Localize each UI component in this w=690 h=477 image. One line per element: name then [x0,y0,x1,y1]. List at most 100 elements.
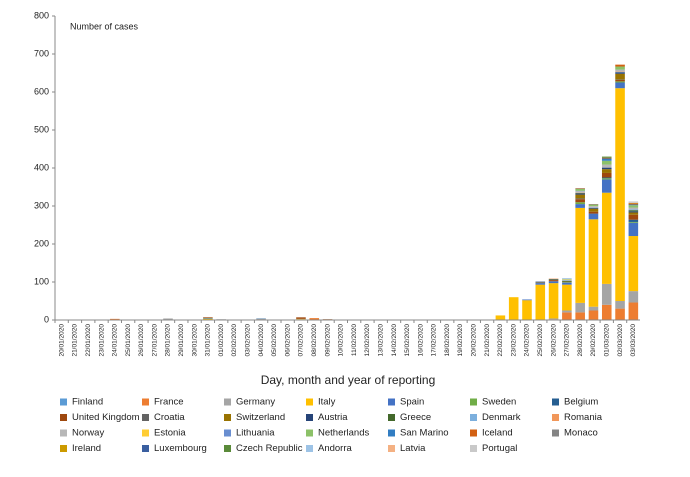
legend-label: Croatia [154,412,185,423]
legend-label: Belgium [564,397,598,408]
legend-swatch [306,414,313,421]
bar-segment [575,312,585,320]
legend-swatch [388,414,395,421]
bar-segment [628,204,639,206]
x-tick-label: 25/01/2020 [125,324,132,357]
bar-segment [628,302,639,320]
x-tick-label: 21/02/2020 [484,324,491,357]
bar-segment [628,214,639,220]
bar-segment [628,212,639,215]
bar-segment [588,213,599,220]
bar-segment [309,318,320,320]
x-tick-label: 16/02/2020 [417,324,424,357]
legend-label: Monaco [564,428,598,439]
legend-label: Italy [318,397,336,408]
y-tick-label: 600 [34,86,49,96]
legend-swatch [224,445,231,452]
y-tick-label: 800 [34,10,49,20]
bar-segment [628,209,639,211]
bar-segment [548,283,559,319]
x-tick-label: 01/03/2020 [603,324,610,357]
bar-segment [575,188,585,191]
legend-swatch [470,414,477,421]
bar-segment [615,79,625,82]
bar-segment [588,208,599,212]
legend-swatch [306,398,313,406]
legend-label: France [154,397,184,408]
x-tick-label: 07/02/2020 [298,324,305,357]
x-tick-label: 19/02/2020 [457,324,464,357]
x-tick-label: 03/03/2020 [630,324,637,357]
legend-label: Finland [72,397,103,408]
x-tick-label: 26/01/2020 [138,324,145,357]
bar-segment [588,204,599,206]
legend-label: Austria [318,412,348,423]
legend-label: Netherlands [318,428,369,439]
x-tick-label: 27/02/2020 [564,324,571,357]
x-tick-label: 15/02/2020 [404,324,411,357]
legend-label: Andorra [318,443,353,454]
x-tick-label: 03/02/2020 [245,324,252,357]
bar-segment [575,207,585,303]
legend-swatch [60,414,67,421]
y-tick-label: 700 [34,48,49,58]
x-tick-label: 10/02/2020 [338,324,345,357]
legend-swatch [470,398,477,406]
legend-label: Romania [564,412,603,423]
bar-segment [535,284,546,320]
x-tick-label: 29/02/2020 [590,324,597,357]
legend-label: United Kingdom [72,412,140,423]
bar-segment [575,204,585,208]
bar-segment [601,192,612,284]
x-tick-label: 14/02/2020 [391,324,398,357]
y-tick-label: 500 [34,124,49,134]
bar-segment [615,301,625,309]
x-tick-label: 09/02/2020 [324,324,331,357]
legend-swatch [60,398,67,406]
x-tick-label: 24/01/2020 [112,324,119,357]
bar-segment [575,202,585,205]
legend-swatch [306,445,313,452]
bar-segment [615,69,625,72]
bar-segment [562,282,572,285]
bar-segment [562,312,572,320]
legend-label: Norway [72,428,104,439]
x-tick-label: 20/01/2020 [58,324,65,357]
bar-segment [628,201,639,203]
legend-swatch [552,429,559,437]
bar-segment [562,284,572,311]
legend-label: Luxembourg [154,443,207,454]
legend-swatch [552,398,559,406]
legend-swatch [142,414,149,421]
bar-segment [588,211,599,214]
x-tick-label: 18/02/2020 [444,324,451,357]
bar-segment [548,281,559,284]
legend-label: Estonia [154,428,186,439]
x-tick-label: 27/01/2020 [151,324,158,357]
bar-segment [522,300,532,320]
legend-label: Sweden [482,397,516,408]
bar-segment [628,207,639,210]
bar-segment [628,219,639,222]
legend-label: Germany [236,397,275,408]
legend-swatch [388,445,395,452]
bar-segment [601,304,612,320]
bar-segment [601,177,612,179]
x-tick-label: 30/01/2020 [191,324,198,357]
bar-segment [615,81,625,83]
legend-swatch [224,429,231,437]
bar-segment [628,203,639,205]
bar-segment [628,236,639,292]
bar-segment [508,297,519,320]
bar-segment [615,66,625,70]
bar-segment [601,160,612,165]
legend-swatch [60,445,67,452]
bar-segment [588,207,599,209]
bar-segment [575,198,585,200]
bar-segment [548,280,559,282]
x-tick-label: 17/02/2020 [431,324,438,357]
bar-segment [615,82,625,89]
x-tick-label: 25/02/2020 [537,324,544,357]
legend-swatch [388,429,395,437]
x-tick-label: 02/02/2020 [231,324,238,357]
